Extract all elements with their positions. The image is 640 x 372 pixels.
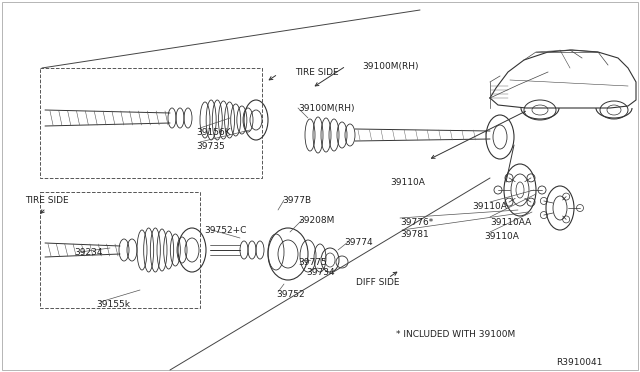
Text: R3910041: R3910041 <box>556 358 602 367</box>
Text: 39155k: 39155k <box>96 300 130 309</box>
Text: 39781: 39781 <box>400 230 429 239</box>
Text: 39752+C: 39752+C <box>204 226 246 235</box>
Text: 39734: 39734 <box>306 268 335 277</box>
Text: 39774: 39774 <box>344 238 372 247</box>
Text: 39156K: 39156K <box>196 128 230 137</box>
Text: 39776*: 39776* <box>400 218 433 227</box>
Text: TIRE SIDE: TIRE SIDE <box>295 68 339 77</box>
Text: TIRE SIDE: TIRE SIDE <box>25 196 68 205</box>
Text: 39110A: 39110A <box>390 178 425 187</box>
Text: 39110A: 39110A <box>484 232 519 241</box>
Bar <box>40 192 200 308</box>
Text: DIFF SIDE: DIFF SIDE <box>356 278 399 287</box>
Text: 39735: 39735 <box>196 142 225 151</box>
Text: 39110AA: 39110AA <box>490 218 531 227</box>
Text: 39110A: 39110A <box>472 202 507 211</box>
Bar <box>40 68 262 178</box>
Text: 39775: 39775 <box>298 258 327 267</box>
Text: 39100M(RH): 39100M(RH) <box>298 104 355 113</box>
Text: 39234: 39234 <box>74 248 102 257</box>
Text: 3977B: 3977B <box>282 196 311 205</box>
Text: * INCLUDED WITH 39100M: * INCLUDED WITH 39100M <box>396 330 515 339</box>
Text: 39100M(RH): 39100M(RH) <box>362 62 419 71</box>
Text: 39752: 39752 <box>276 290 305 299</box>
Text: 39208M: 39208M <box>298 216 334 225</box>
